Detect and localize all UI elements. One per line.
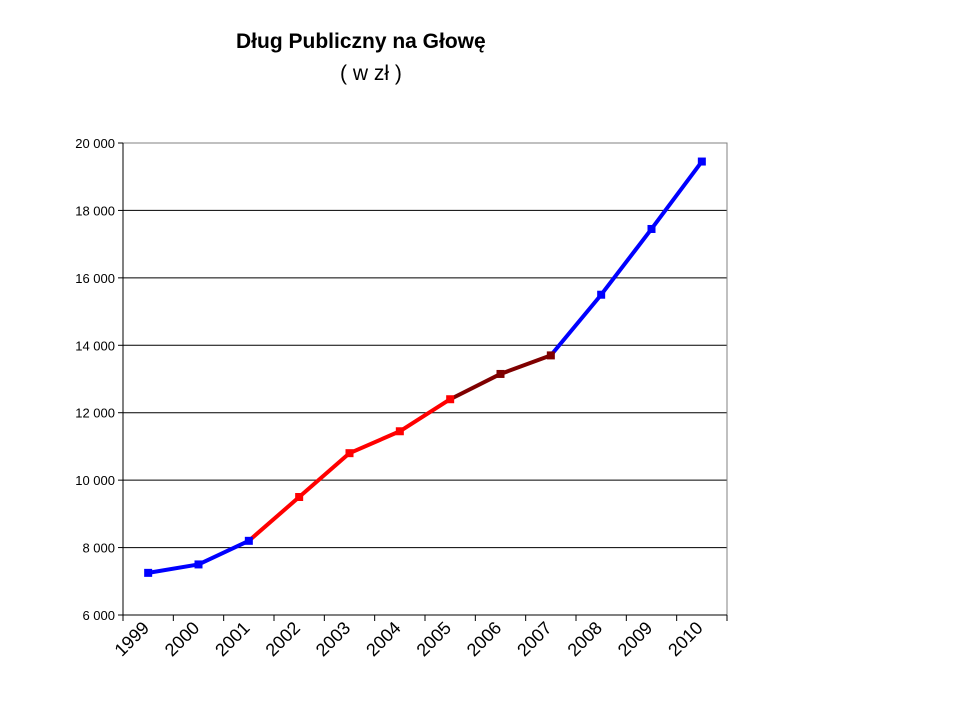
x-tick-label: 2007: [513, 618, 555, 660]
y-axis-ticks: 6 000 8 000 10 000 12 000 14 000 16 000 18 000…: [75, 136, 123, 623]
series-line-segment: [549, 160, 704, 357]
series-line-segment: [247, 397, 452, 543]
series-lines: [147, 160, 704, 575]
data-point-marker: [244, 536, 253, 545]
data-point-marker: [597, 290, 606, 299]
data-point-marker: [194, 560, 203, 569]
x-tick-label: 2002: [262, 618, 304, 660]
data-point-marker: [395, 427, 404, 436]
data-point-marker: [697, 157, 706, 166]
y-tick-label: 12 000: [75, 406, 115, 421]
data-point-marker: [546, 351, 555, 360]
gridlines: [123, 142, 727, 549]
y-tick-label: 18 000: [75, 203, 115, 218]
chart-title: Dług Publiczny na Głowę: [236, 30, 486, 53]
y-tick-label: 14 000: [75, 338, 115, 353]
x-tick-label: 2000: [161, 618, 203, 660]
x-tick-label: 2001: [211, 618, 253, 660]
axes: [122, 142, 728, 616]
x-tick-label: 2003: [312, 618, 354, 660]
x-tick-label: 2008: [564, 618, 606, 660]
y-tick-label: 6 000: [82, 608, 115, 623]
y-tick-label: 8 000: [82, 541, 115, 556]
chart-subtitle: ( w zł ): [340, 62, 402, 85]
plot-area: [122, 142, 728, 616]
x-axis-ticks: 1999 2000 2001 2002 2003 2004 2005 2006 2007 2008…: [111, 615, 728, 660]
x-tick-label: 2009: [614, 618, 656, 660]
x-tick-label: 2010: [664, 618, 706, 660]
y-tick-label: 20 000: [75, 136, 115, 151]
series-markers: [144, 157, 706, 577]
y-tick-label: 10 000: [75, 473, 115, 488]
x-tick-label: 1999: [111, 618, 153, 660]
y-tick-label: 16 000: [75, 271, 115, 286]
data-point-marker: [647, 224, 656, 233]
data-point-marker: [144, 568, 153, 577]
data-point-marker: [496, 369, 505, 378]
data-point-marker: [295, 493, 304, 501]
data-point-marker: [446, 395, 455, 404]
x-tick-label: 2005: [413, 618, 455, 660]
x-tick-label: 2004: [362, 618, 404, 660]
x-tick-label: 2006: [463, 618, 505, 660]
data-point-marker: [345, 449, 354, 458]
